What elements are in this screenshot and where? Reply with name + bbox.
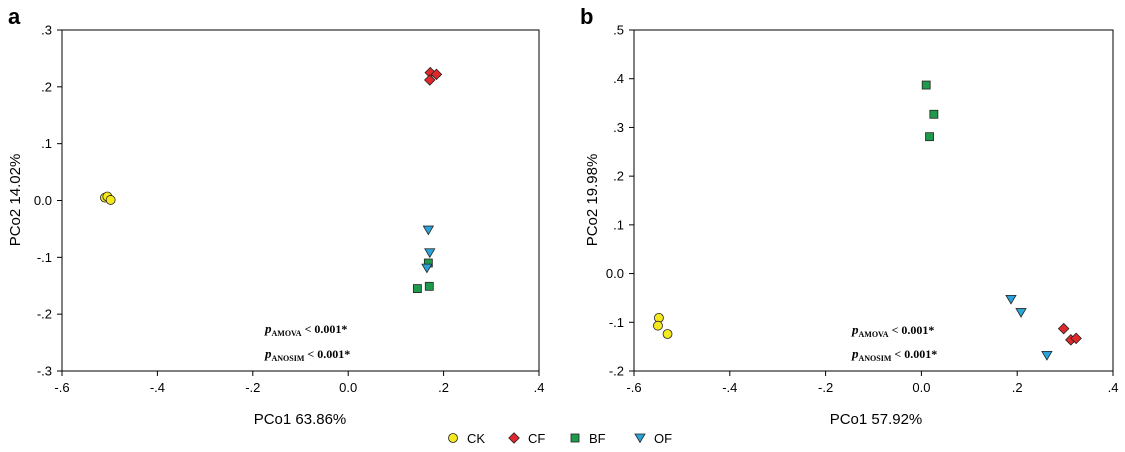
panel-a-x-axis: -.6 -.4 -.2 0.0 .2 .4 (54, 371, 544, 395)
panel-b-points (653, 80, 1082, 361)
panel-a-y-tick-label: -.1 (37, 250, 52, 265)
legend-marker-cf (508, 432, 520, 444)
panel-b: b -.6 -.4 -.2 0.0 .2 .4 -.2 -.1 0.0 .1 .2 .3 .4 .5 P… (580, 4, 1118, 428)
panel-b-point-bf (921, 80, 931, 90)
panel-b-anosim-value: < 0.001* (891, 347, 937, 361)
panel-a-point-of (422, 225, 435, 236)
panel-a-label: a (8, 4, 21, 29)
panel-b-point-of (1005, 294, 1017, 305)
panel-b-point-of (1041, 351, 1053, 361)
panel-a-anosim-sub: ANOSIM (272, 354, 305, 363)
panel-a-y-axis-title: PCo2 14.02% (7, 154, 24, 247)
panel-b-x-axis: -.6 -.4 -.2 0.0 .2 .4 (626, 371, 1118, 395)
panel-a-anosim-value: < 0.001* (304, 347, 350, 361)
panel-b-point-cf (1070, 332, 1082, 345)
panel-a-point-bf (412, 284, 422, 293)
panel-b-point-bf (925, 132, 934, 142)
panel-a-x-tick-label: .2 (438, 380, 449, 395)
panel-a-x-tick-label: -.2 (245, 380, 260, 395)
panel-b-point-of (1015, 308, 1027, 318)
panel-a-points (100, 66, 443, 293)
panel-a-x-axis-title: PCo1 63.86% (254, 411, 347, 428)
panel-a-amova-sub: AMOVA (272, 329, 302, 338)
panel-a-point-cf (430, 68, 443, 81)
panel-a-point-of (421, 263, 433, 274)
panel-b-amova-stat: pAMOVA < 0.001* (851, 322, 934, 339)
legend: CK CF BF OF (448, 431, 672, 446)
panel-a-point-of (424, 248, 436, 259)
panel-a-y-tick-label: -.3 (37, 364, 52, 379)
panel-a-point-bf (424, 281, 434, 291)
panel-b-point-ck (653, 320, 663, 331)
panel-a-y-tick-label: -.2 (37, 307, 52, 322)
panel-b-label: b (580, 4, 593, 29)
panel-b-anosim-stat: pANOSIM < 0.001* (851, 346, 937, 363)
legend-marker-of (634, 433, 646, 444)
panel-b-y-tick-label: .2 (613, 169, 624, 184)
panel-a-plot-frame (61, 29, 540, 372)
panel-a-y-axis: -.3 -.2 -.1 0.0 .1 .2 .3 (34, 23, 62, 379)
panel-b-y-axis-title: PCo2 19.98% (584, 154, 601, 247)
panel-b-point-bf (929, 109, 939, 119)
panel-b-amova-sub: AMOVA (859, 330, 889, 339)
panel-b-y-tick-label: .5 (613, 23, 624, 38)
panel-a-y-tick-label: .1 (41, 136, 52, 151)
panel-b-x-tick-label: -.6 (626, 380, 641, 395)
legend-label-bf: BF (589, 431, 606, 446)
panel-a: a -.6 -.4 -.2 0.0 .2 .4 -.3 -.2 -.1 0.0 .1 .2 .3 PC… (7, 4, 544, 428)
panel-a-y-tick-label: .3 (41, 23, 52, 38)
legend-label-cf: CF (528, 431, 545, 446)
panel-a-point-cf (424, 74, 436, 86)
panel-a-amova-stat: pAMOVA < 0.001* (264, 321, 347, 338)
panel-b-x-tick-label: -.2 (818, 380, 833, 395)
panel-b-y-tick-label: .3 (613, 120, 624, 135)
panel-a-x-tick-label: -.4 (150, 380, 165, 395)
panel-b-anosim-sub: ANOSIM (859, 354, 892, 363)
panel-b-y-tick-label: -.1 (609, 315, 624, 330)
panel-b-point-cf (1057, 322, 1070, 335)
panel-b-y-tick-label: 0.0 (606, 266, 624, 281)
legend-label-ck: CK (467, 431, 485, 446)
panel-a-anosim-p: p (264, 346, 272, 361)
panel-b-point-ck (662, 329, 673, 339)
panel-b-x-tick-label: 0.0 (912, 380, 930, 395)
panel-b-x-tick-label: .4 (1108, 380, 1119, 395)
panel-b-y-tick-label: .4 (613, 71, 624, 86)
panel-a-x-tick-label: -.6 (54, 380, 69, 395)
panel-b-x-tick-label: .2 (1012, 380, 1023, 395)
panel-b-x-axis-title: PCo1 57.92% (830, 411, 923, 428)
panel-b-y-axis: -.2 -.1 0.0 .1 .2 .3 .4 .5 (606, 23, 634, 379)
panel-b-amova-value: < 0.001* (889, 323, 935, 337)
panel-a-x-tick-label: 0.0 (339, 380, 357, 395)
panel-a-point-ck (105, 195, 116, 205)
legend-marker-ck (448, 433, 458, 443)
panel-b-anosim-p: p (851, 346, 859, 361)
panel-a-y-tick-label: .2 (41, 79, 52, 94)
panel-b-x-tick-label: -.4 (722, 380, 737, 395)
panel-a-anosim-stat: pANOSIM < 0.001* (264, 346, 350, 363)
legend-marker-bf (570, 433, 580, 443)
panel-b-amova-p: p (851, 322, 859, 337)
panel-a-y-tick-label: 0.0 (34, 193, 52, 208)
panel-b-plot-frame (633, 29, 1114, 372)
panel-a-amova-p: p (264, 321, 272, 336)
legend-label-of: OF (654, 431, 672, 446)
panel-b-y-tick-label: .1 (613, 217, 624, 232)
panel-a-amova-value: < 0.001* (302, 322, 348, 336)
panel-a-x-tick-label: .4 (534, 380, 545, 395)
panel-b-y-tick-label: -.2 (609, 364, 624, 379)
